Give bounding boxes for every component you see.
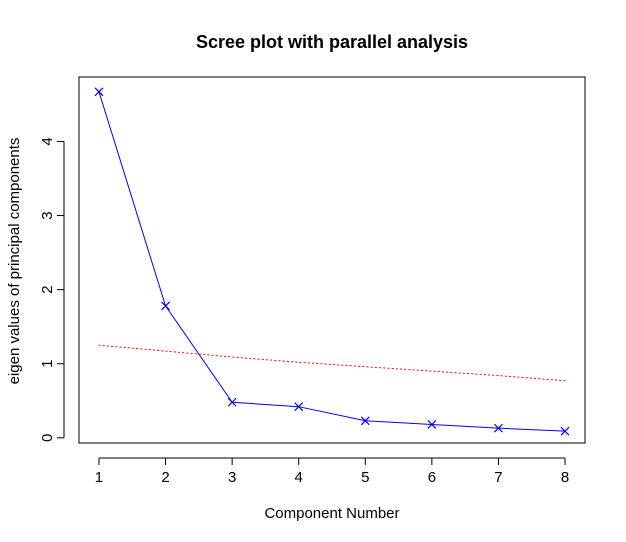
series-1-point xyxy=(294,402,304,412)
series-1-point xyxy=(360,416,370,426)
y-tick-label: 2 xyxy=(39,285,56,293)
y-axis: 0 1 2 3 4 xyxy=(39,137,65,442)
x-tick-label: 5 xyxy=(361,469,369,486)
series-1-point xyxy=(94,87,104,97)
x-tick-label: 2 xyxy=(161,469,169,486)
series-1-point xyxy=(227,397,237,407)
x-tick-label: 6 xyxy=(428,469,436,486)
series-1-point xyxy=(560,426,570,436)
series-2-line xyxy=(98,344,566,382)
y-tick-label: 4 xyxy=(39,137,56,145)
y-tick-label: 1 xyxy=(39,360,56,368)
series-1-point xyxy=(494,423,503,433)
y-tick-label: 0 xyxy=(39,434,56,442)
x-tick-label: 7 xyxy=(494,469,502,486)
x-tick-label: 1 xyxy=(95,469,103,486)
series-1-point xyxy=(161,301,170,311)
plot-frame xyxy=(78,76,586,444)
y-axis-label: eigen values of principal components xyxy=(6,138,23,385)
series-1-line xyxy=(98,91,566,432)
series-1-point xyxy=(427,420,437,429)
series-layer xyxy=(94,87,570,436)
x-tick-label: 8 xyxy=(561,469,569,486)
chart-title: Scree plot with parallel analysis xyxy=(196,32,468,52)
x-tick-label: 3 xyxy=(228,469,236,486)
y-tick-label: 3 xyxy=(39,211,56,219)
x-axis: 1 2 3 4 5 6 7 8 xyxy=(95,457,569,486)
x-tick-label: 4 xyxy=(295,469,303,486)
x-axis-label: Component Number xyxy=(264,505,399,522)
